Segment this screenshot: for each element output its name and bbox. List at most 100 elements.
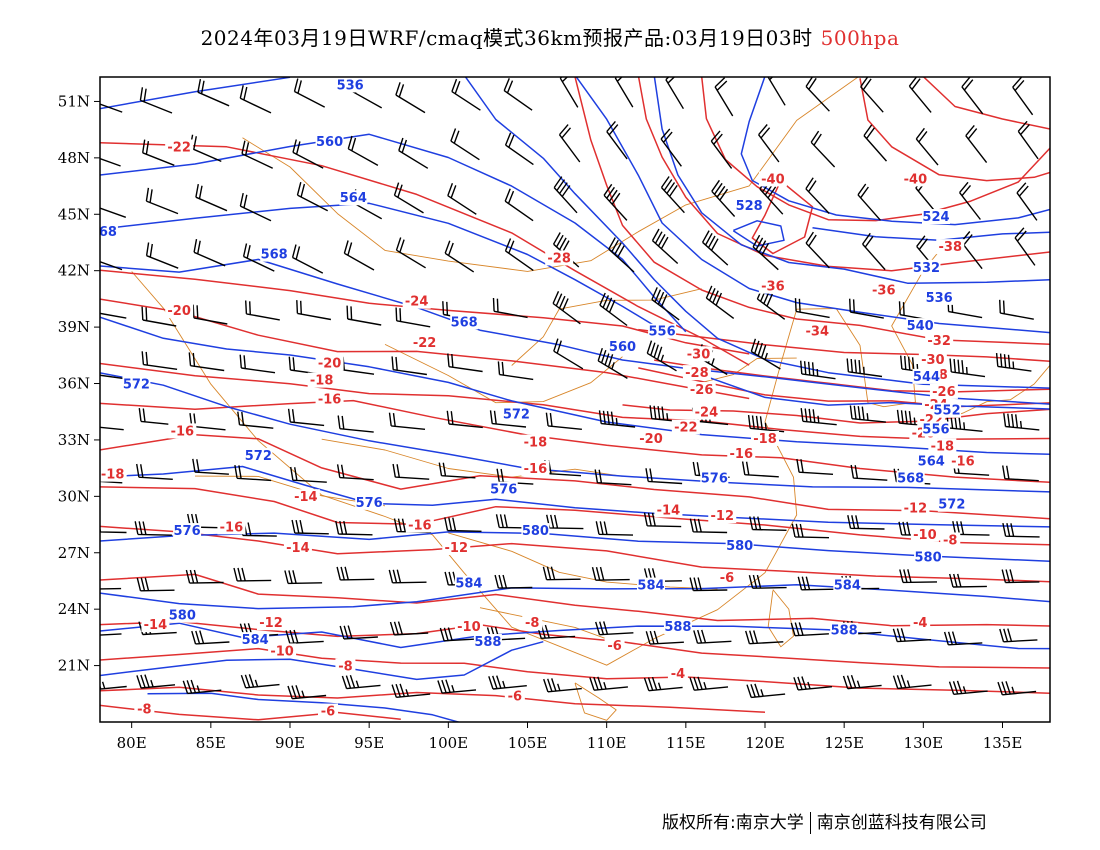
temperature-contour-label: -40 — [904, 172, 928, 187]
wind-barb — [857, 183, 882, 221]
height-contour — [100, 584, 1050, 610]
wind-barb — [239, 354, 276, 374]
wind-barb — [136, 463, 173, 480]
contour-label-bg — [654, 502, 683, 518]
wind-barb — [1016, 182, 1038, 221]
wind-barb — [134, 521, 172, 536]
wind-barb — [961, 77, 984, 115]
wind-barb — [711, 179, 736, 217]
temperature-contour-label: -22 — [167, 140, 191, 155]
contour-label-bg — [442, 539, 471, 555]
wind-barb — [758, 124, 780, 163]
wind-barb — [710, 130, 733, 169]
height-contour-label: 540 — [907, 319, 934, 334]
wind-barb — [791, 523, 830, 539]
temperature-isotherm — [100, 686, 766, 713]
temperature-contour-label: -20 — [318, 357, 342, 372]
wind-barb — [494, 574, 533, 589]
wind-barb — [191, 630, 230, 645]
wind-barb — [805, 231, 830, 269]
contour-label-bg — [335, 658, 356, 674]
wind-barb — [100, 526, 127, 534]
wind-barb — [846, 358, 883, 378]
height-contour-label: 564 — [918, 454, 945, 469]
wind-barb — [849, 405, 886, 423]
lat-tick-label: 24N — [58, 600, 90, 618]
wind-barb — [643, 512, 682, 528]
height-contour-label: 584 — [455, 577, 482, 592]
height-contour-label: 576 — [356, 496, 383, 511]
wind-barb — [608, 237, 635, 273]
wind-barb — [748, 574, 787, 589]
temperature-contour-label: -26 — [690, 383, 714, 398]
height-contour-label: 528 — [736, 199, 763, 214]
temperature-contour-label: -8 — [525, 616, 539, 631]
wind-barb — [446, 410, 483, 429]
contour-label-bg — [830, 622, 859, 638]
height-contour — [575, 77, 1050, 334]
height-contour — [740, 77, 1050, 226]
map-title: 2024年03月19日WRF/cmaq模式36km预报产品:03月19日03时 5… — [0, 22, 1100, 51]
temperature-contour-label: -16 — [171, 424, 195, 439]
temperature-isotherm — [859, 78, 1050, 182]
contour-label-bg — [917, 453, 946, 469]
height-contour-label: 568 — [897, 471, 924, 486]
height-contour-label: 584 — [242, 633, 269, 648]
wind-barb — [233, 567, 272, 582]
wind-barb — [946, 414, 983, 432]
height-contour-label: 68 — [99, 225, 117, 240]
lon-tick-label: 90E — [275, 734, 305, 752]
contour-label-bg — [521, 434, 550, 450]
wind-barb — [341, 674, 381, 690]
wind-barb — [793, 676, 833, 691]
contour-label-bg — [257, 615, 285, 631]
contour-label-bg — [936, 239, 965, 255]
temperature-contour-label: -16 — [408, 518, 432, 533]
height-contour-label: 584 — [834, 579, 861, 594]
lat-tick-label: 42N — [58, 262, 90, 280]
contour-label-bg — [283, 539, 312, 555]
contour-label-bg — [168, 423, 197, 439]
wind-barb — [746, 683, 786, 699]
contour-label-bg — [933, 402, 962, 418]
wind-barb — [100, 312, 127, 319]
wind-barb — [291, 519, 329, 535]
temperature-contour-label: -10 — [913, 528, 937, 543]
footer-company: 南京创蓝科技有限公司 — [816, 813, 987, 833]
contour-label-bg — [260, 246, 289, 262]
height-contour-label: 572 — [938, 498, 965, 513]
wind-barb — [492, 297, 528, 319]
wind-barb — [999, 299, 1034, 320]
temperature-contour-label: -18 — [310, 374, 334, 389]
height-contour — [147, 692, 461, 722]
contour-label-bg — [727, 445, 756, 461]
temperature-contour-label: -14 — [294, 490, 318, 505]
wind-barb — [486, 626, 526, 641]
contour-label-bg — [922, 421, 950, 437]
temperature-isotherm — [100, 362, 1050, 441]
wind-barb — [395, 237, 426, 269]
contour-label-bg — [545, 250, 574, 266]
temperature-contour-label: -20 — [639, 432, 663, 447]
contour-label-bg — [803, 323, 832, 339]
lat-tick-label: 36N — [58, 375, 90, 393]
height-contour-label: 588 — [831, 624, 858, 639]
contour-label-bg — [751, 430, 779, 446]
wind-barb — [136, 577, 175, 592]
wind-barb — [595, 521, 634, 536]
contour-label-bg — [100, 224, 118, 240]
wind-barb — [388, 569, 427, 584]
wind-barb — [965, 124, 988, 164]
wind-barb — [689, 577, 728, 592]
contour-label-bg — [489, 481, 518, 497]
contour-label-bg — [355, 494, 384, 510]
boundary-line — [767, 589, 794, 648]
contour-label-bg — [637, 577, 665, 593]
contour-label-bg — [165, 303, 194, 319]
wind-barb — [614, 77, 634, 108]
footer-divider — [809, 812, 811, 834]
wind-barb — [660, 128, 682, 167]
temperature-contour-label: -10 — [457, 620, 481, 635]
wind-barb — [444, 517, 482, 532]
contour-label-bg — [648, 323, 677, 339]
